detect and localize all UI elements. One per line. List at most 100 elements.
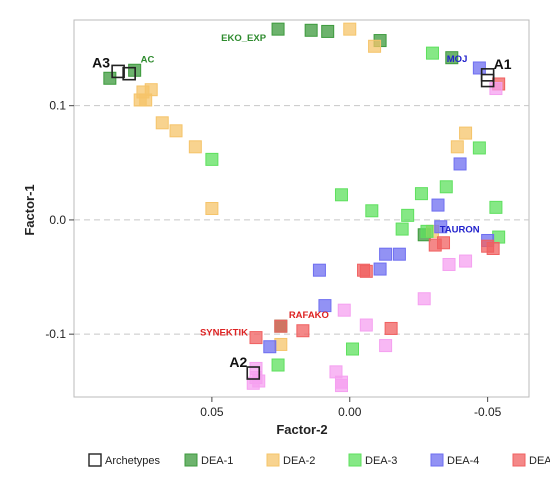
point-dea-3-0 — [425, 46, 439, 60]
point-dea-6-9 — [334, 379, 348, 393]
point-dea-2-1 — [368, 39, 382, 53]
point-dea-6-2 — [442, 257, 456, 271]
point-dea-3-8 — [489, 200, 503, 214]
point-annotations: A3 AC EKO_EXP MOJ A1 TAURON RAFAKO SYNEKTIK A2 — [92, 33, 512, 370]
point-dea-3-3 — [439, 180, 453, 194]
legend-label-dea-4: DEA-4 — [447, 455, 479, 467]
x-tick-label-1: 0.00 — [338, 405, 362, 419]
legend-swatch-dea-3 — [348, 453, 362, 467]
legend-swatch-archetypes — [88, 453, 102, 467]
point-dea-1-4 — [321, 24, 335, 38]
annotation-a2: A2 — [229, 354, 247, 370]
legend-item-archetypes: Archetypes — [88, 453, 161, 467]
point-dea-4-10 — [263, 340, 277, 354]
point-dea-2-10 — [459, 126, 473, 140]
grid-lines — [74, 105, 529, 335]
point-dea-2-5 — [139, 93, 153, 107]
point-dea-5-8 — [249, 331, 263, 345]
series-dea-5 — [249, 77, 506, 345]
point-dea-3-7 — [401, 208, 415, 222]
point-dea-4-9 — [318, 299, 332, 313]
point-archetypes-2 — [480, 73, 495, 88]
legend-swatch-dea-5 — [512, 453, 526, 467]
y-tick-label-1: 0.0 — [49, 213, 66, 227]
legend-label-dea-3: DEA-3 — [365, 455, 397, 467]
point-dea-5-6 — [357, 263, 371, 277]
point-dea-3-11 — [420, 224, 434, 238]
x-tick-label-2: -0.05 — [474, 405, 502, 419]
point-dea-1-0 — [103, 71, 117, 85]
point-dea-4-5 — [312, 263, 326, 277]
point-dea-6-1 — [459, 254, 473, 268]
legend-label-dea-1: DEA-1 — [201, 455, 233, 467]
point-dea-6-5 — [359, 318, 373, 332]
legend-swatch-dea-1 — [184, 453, 198, 467]
point-dea-6-0 — [489, 82, 503, 96]
point-dea-4-1 — [431, 198, 445, 212]
legend-item-dea-2: DEA-2 — [266, 453, 315, 467]
point-archetypes-4 — [122, 66, 136, 81]
legend-item-dea-1: DEA-1 — [184, 453, 233, 467]
annotation-ac: AC — [141, 54, 155, 65]
plot-frame — [73, 19, 530, 398]
point-dea-3-2 — [205, 152, 219, 166]
point-dea-1-2 — [271, 22, 285, 36]
point-dea-5-2 — [481, 239, 495, 253]
point-dea-3-10 — [395, 222, 409, 236]
point-dea-6-6 — [379, 339, 393, 353]
point-dea-4-3 — [453, 157, 467, 171]
legend-swatch-dea-2 — [266, 453, 280, 467]
point-dea-2-8 — [188, 140, 202, 154]
legend-label-archetypes: Archetypes — [105, 455, 161, 467]
point-dea-3-1 — [472, 141, 486, 155]
point-archetypes-0 — [111, 64, 125, 79]
legend-label-dea-5: DEA-5 — [529, 455, 550, 467]
y-tick-label-2: -0.1 — [45, 327, 66, 341]
point-dea-6-4 — [337, 303, 351, 317]
series-archetypes — [111, 64, 495, 380]
legend-label-dea-2: DEA-2 — [283, 455, 315, 467]
legend-item-dea-3: DEA-3 — [348, 453, 397, 467]
y-tick-label-0: 0.1 — [49, 99, 66, 113]
point-dea-2-7 — [169, 124, 183, 138]
point-dea-3-12 — [271, 358, 285, 372]
point-dea-2-9 — [205, 202, 219, 215]
point-dea-5-9 — [274, 319, 288, 333]
point-dea-4-2 — [434, 220, 448, 234]
annotation-synektik: SYNEKTIK — [200, 328, 248, 339]
legend-swatch-dea-4 — [430, 453, 444, 467]
annotation-a3: A3 — [92, 54, 110, 70]
point-dea-4-8 — [379, 247, 393, 261]
legend-item-dea-5: DEA-5 — [512, 453, 550, 467]
point-dea-2-6 — [155, 116, 169, 130]
annotation-moj: MOJ — [447, 54, 468, 65]
annotation-tauron: TAURON — [440, 224, 480, 235]
point-dea-3-13 — [346, 342, 360, 356]
y-axis-title: Factor-1 — [22, 184, 37, 235]
point-dea-6-13 — [246, 376, 260, 390]
point-dea-1-3 — [304, 23, 318, 37]
point-dea-5-7 — [296, 324, 310, 338]
point-dea-3-9 — [492, 230, 506, 244]
x-axis-ticks: 0.05 0.00 -0.05 — [200, 397, 502, 419]
point-dea-4-0 — [472, 61, 486, 75]
point-dea-2-13 — [274, 337, 288, 351]
legend-item-dea-4: DEA-4 — [430, 453, 479, 467]
series-dea-2 — [133, 22, 473, 351]
point-dea-5-10 — [384, 321, 398, 335]
point-dea-3-4 — [414, 187, 428, 201]
annotation-eko-exp: EKO_EXP — [221, 33, 267, 44]
point-dea-6-3 — [417, 292, 431, 306]
point-dea-4-6 — [373, 262, 387, 276]
point-dea-3-6 — [365, 204, 379, 218]
point-dea-5-4 — [437, 236, 451, 250]
y-axis-ticks: 0.1 0.0 -0.1 — [45, 99, 74, 341]
point-dea-3-5 — [334, 188, 348, 202]
x-axis-title: Factor-2 — [276, 422, 327, 437]
point-dea-2-0 — [343, 22, 357, 36]
series-dea-6 — [246, 82, 503, 393]
point-dea-4-7 — [392, 247, 406, 261]
data-points — [103, 22, 506, 393]
